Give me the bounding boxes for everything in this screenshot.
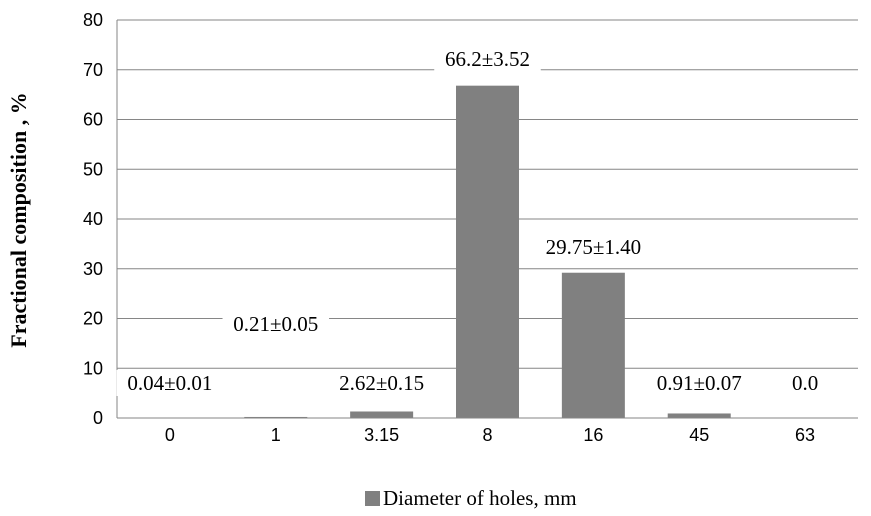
y-tick-label: 10 — [83, 358, 103, 378]
x-tick-label: 63 — [795, 425, 815, 445]
x-tick-label: 1 — [271, 425, 281, 445]
data-label-background — [116, 370, 224, 396]
y-tick-label: 80 — [83, 10, 103, 30]
x-tick-label: 45 — [689, 425, 709, 445]
y-tick-label: 60 — [83, 110, 103, 130]
x-tick-label: 3.15 — [364, 425, 399, 445]
data-label: 2.62±0.15 — [339, 371, 424, 395]
data-label-background — [328, 370, 435, 396]
y-tick-label: 40 — [83, 209, 103, 229]
data-label-background — [645, 370, 753, 396]
x-tick-label: 0 — [165, 425, 175, 445]
data-label: 29.75±1.40 — [546, 235, 642, 259]
data-labels: 0.04±0.01 0.21±0.05 2.62±0.15 66.2±3.52 29.7… — [116, 46, 827, 396]
y-tick-label: 20 — [83, 309, 103, 329]
x-tick-label: 8 — [482, 425, 492, 445]
data-label-background — [783, 370, 827, 396]
x-tick-label: 16 — [583, 425, 603, 445]
data-label-background — [434, 46, 541, 72]
bar — [667, 413, 731, 418]
bars — [138, 85, 731, 419]
legend-label: Diameter of holes, mm — [383, 486, 577, 510]
data-label: 66.2±3.52 — [445, 47, 530, 71]
y-tick-label: 0 — [93, 408, 103, 428]
data-label: 0.04±0.01 — [127, 371, 212, 395]
legend: Diameter of holes, mm — [365, 486, 577, 510]
data-label-background — [222, 311, 330, 337]
data-label: 0.0 — [792, 371, 818, 395]
bar — [244, 416, 308, 418]
bar — [561, 272, 625, 418]
data-label: 0.91±0.07 — [657, 371, 742, 395]
y-tick-label: 70 — [83, 60, 103, 80]
x-tick-labels: 0 1 3.15 8 16 45 63 — [165, 425, 815, 445]
y-tick-label: 50 — [83, 159, 103, 179]
legend-swatch — [365, 491, 380, 506]
y-axis-label: Fractional composition , % — [6, 92, 31, 347]
data-label-background — [534, 234, 652, 260]
y-tick-label: 30 — [83, 259, 103, 279]
bar — [456, 85, 519, 419]
axes — [116, 20, 858, 419]
data-label: 0.21±0.05 — [233, 312, 318, 336]
y-tick-labels: 0 10 20 30 40 50 60 70 80 — [83, 10, 103, 428]
bar — [350, 411, 414, 418]
